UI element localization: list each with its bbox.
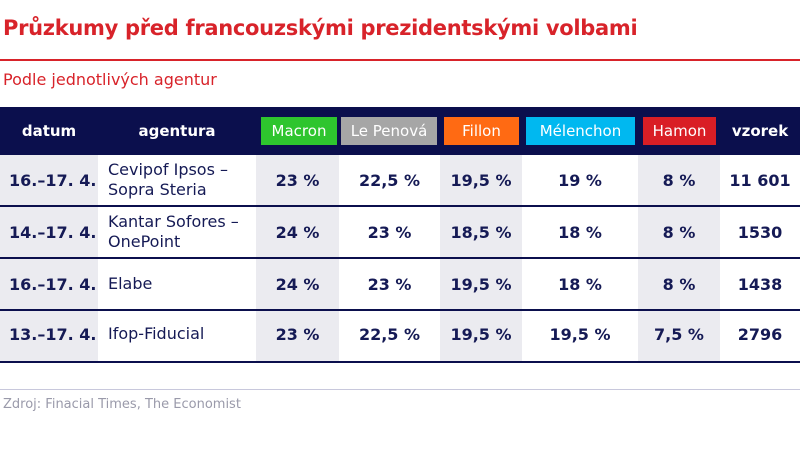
column-header-4: Fillon [444,117,519,145]
row-separator [0,205,800,207]
agency-cell: Elabe [108,274,153,293]
date-cell: 16.–17. 4. [9,170,97,190]
value-cell: 11 601 [729,170,791,190]
poll-table: datum agentura Macron Le Penová Fillon Mélenc… [0,107,800,363]
column-header-5: Mélenchon [526,117,635,145]
value-cell: 19 % [558,170,602,190]
value-cell: 8 % [662,170,696,190]
row-separator [0,361,800,363]
value-cell: 24 % [275,274,320,294]
value-cell: 23 % [367,274,412,294]
row-separator [0,257,800,259]
value-cell: 22,5 % [358,324,421,344]
column-header-1: agentura [138,122,216,140]
value-cell: 2796 [737,324,783,344]
column-header-6: Hamon [643,117,716,145]
source-note: Zdroj: Finacial Times, The Economist [3,397,241,412]
agency-cell: Ifop-Fiducial [108,324,205,343]
column-header-0: datum [21,122,77,140]
value-cell: 8 % [662,274,696,294]
value-cell: 19,5 % [450,274,512,294]
value-cell: 18,5 % [450,222,512,242]
value-cell: 19,5 % [549,324,611,344]
value-cell: 1438 [737,274,783,294]
date-cell: 16.–17. 4. [9,274,97,294]
agency-cell: Kantar Sofores – OnePoint [108,212,239,251]
value-cell: 23 % [367,222,412,242]
value-cell: 18 % [558,222,602,242]
value-cell: 7,5 % [654,324,704,344]
value-cell: 22,5 % [358,170,421,190]
value-cell: 23 % [275,170,320,190]
page-title: Průzkumy před francouzskými prezidentský… [3,16,638,40]
title-divider [0,59,800,61]
date-cell: 14.–17. 4. [9,222,97,242]
value-cell: 8 % [662,222,696,242]
value-cell: 19,5 % [450,170,512,190]
source-divider [0,389,800,390]
value-cell: 1530 [737,222,783,242]
subtitle: Podle jednotlivých agentur [3,70,217,89]
column-header-2: Macron [261,117,337,145]
value-cell: 24 % [275,222,320,242]
column-header-7: vzorek [731,122,789,140]
date-cell: 13.–17. 4. [9,324,97,344]
agency-cell: Cevipof Ipsos – Sopra Steria [108,160,229,199]
value-cell: 19,5 % [450,324,512,344]
column-header-3: Le Penová [341,117,437,145]
value-cell: 23 % [275,324,320,344]
value-cell: 18 % [558,274,602,294]
row-separator [0,309,800,311]
